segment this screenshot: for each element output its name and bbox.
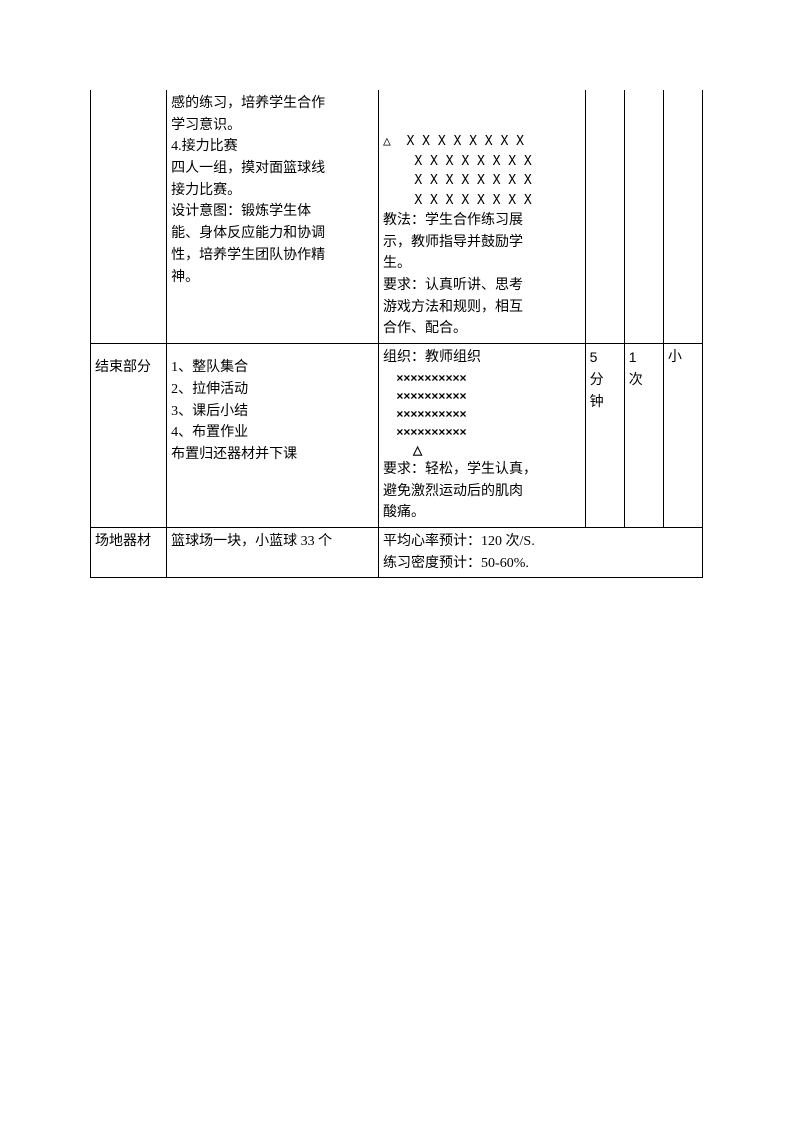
row2-content-cell: 1、整队集合 2、拉伸活动 3、课后小结 4、布置作业 布置归还器材并下课 (167, 344, 379, 528)
method-line: 酸痛。 (383, 502, 581, 524)
formation-diagram: ×××××××××× ×××××××××× ×××××××××× ×××××××… (383, 369, 581, 459)
content-line: 4、布置作业 (171, 422, 374, 444)
content-line: 接力比赛。 (171, 180, 374, 202)
row1-time-cell (585, 90, 624, 344)
method-line: 生。 (383, 253, 581, 275)
content-line: 1、整队集合 (171, 357, 374, 379)
equipment-text: 篮球场一块，小蓝球 33 个 (171, 534, 332, 549)
content-line: 3、课后小结 (171, 401, 374, 423)
content-line: 2、拉伸活动 (171, 379, 374, 401)
row3-stats-cell: 平均心率预计：120 次/S. 练习密度预计：50-60%. (379, 527, 703, 577)
row2-section-cell: 结束部分 (91, 344, 167, 528)
row2-count-cell: 1次 (624, 344, 663, 528)
content-line: 布置归还器材并下课 (171, 444, 374, 466)
method-line: 示，教师指导并鼓励学 (383, 232, 581, 254)
heart-rate-line: 平均心率预计：120 次/S. (383, 531, 698, 553)
row2-intensity-cell: 小 (663, 344, 702, 528)
row1-method-cell: △ X X X X X X X X X X X X X X X X X X X … (379, 90, 586, 344)
content-line: 性，培养学生团队协作精 (171, 245, 374, 267)
row1-intensity-cell (663, 90, 702, 344)
method-line: 游戏方法和规则，相互 (383, 297, 581, 319)
row3-equipment-cell: 篮球场一块，小蓝球 33 个 (167, 527, 379, 577)
row1-content-cell: 感的练习，培养学生合作 学习意识。 4.接力比赛 四人一组，摸对面篮球线 接力比… (167, 90, 379, 344)
row2-method-cell: 组织：教师组织 ×××××××××× ×××××××××× ××××××××××… (379, 344, 586, 528)
method-line: 合作、配合。 (383, 318, 581, 340)
org-label: 组织：教师组织 (383, 347, 581, 369)
method-line: 要求：认真听讲、思考 (383, 275, 581, 297)
intensity-value: 小 (668, 350, 682, 365)
content-line: 神。 (171, 267, 374, 289)
content-line: 能、身体反应能力和协调 (171, 223, 374, 245)
row1-section-cell (91, 90, 167, 344)
method-line: 避免激烈运动后的肌肉 (383, 481, 581, 503)
section-label: 场地器材 (95, 534, 151, 549)
count-value: 1 (629, 349, 637, 365)
row1-count-cell (624, 90, 663, 344)
content-line: 学习意识。 (171, 115, 374, 137)
content-line: 设计意图：锻炼学生体 (171, 201, 374, 223)
table-row: 场地器材 篮球场一块，小蓝球 33 个 平均心率预计：120 次/S. 练习密度… (91, 527, 703, 577)
content-line: 感的练习，培养学生合作 (171, 93, 374, 115)
page: 感的练习，培养学生合作 学习意识。 4.接力比赛 四人一组，摸对面篮球线 接力比… (0, 0, 793, 578)
method-line: 教法：学生合作练习展 (383, 210, 581, 232)
table-row: 结束部分 1、整队集合 2、拉伸活动 3、课后小结 4、布置作业 布置归还器材并… (91, 344, 703, 528)
formation-diagram: △ X X X X X X X X X X X X X X X X X X X … (383, 93, 581, 210)
row2-time-cell: 5分钟 (585, 344, 624, 528)
row3-section-cell: 场地器材 (91, 527, 167, 577)
density-line: 练习密度预计：50-60%. (383, 553, 698, 575)
lesson-plan-table: 感的练习，培养学生合作 学习意识。 4.接力比赛 四人一组，摸对面篮球线 接力比… (90, 90, 703, 578)
time-value: 5 (590, 349, 598, 365)
content-line: 4.接力比赛 (171, 136, 374, 158)
table-row: 感的练习，培养学生合作 学习意识。 4.接力比赛 四人一组，摸对面篮球线 接力比… (91, 90, 703, 344)
method-line: 要求：轻松，学生认真， (383, 459, 581, 481)
content-line: 四人一组，摸对面篮球线 (171, 158, 374, 180)
section-label: 结束部分 (95, 360, 151, 375)
